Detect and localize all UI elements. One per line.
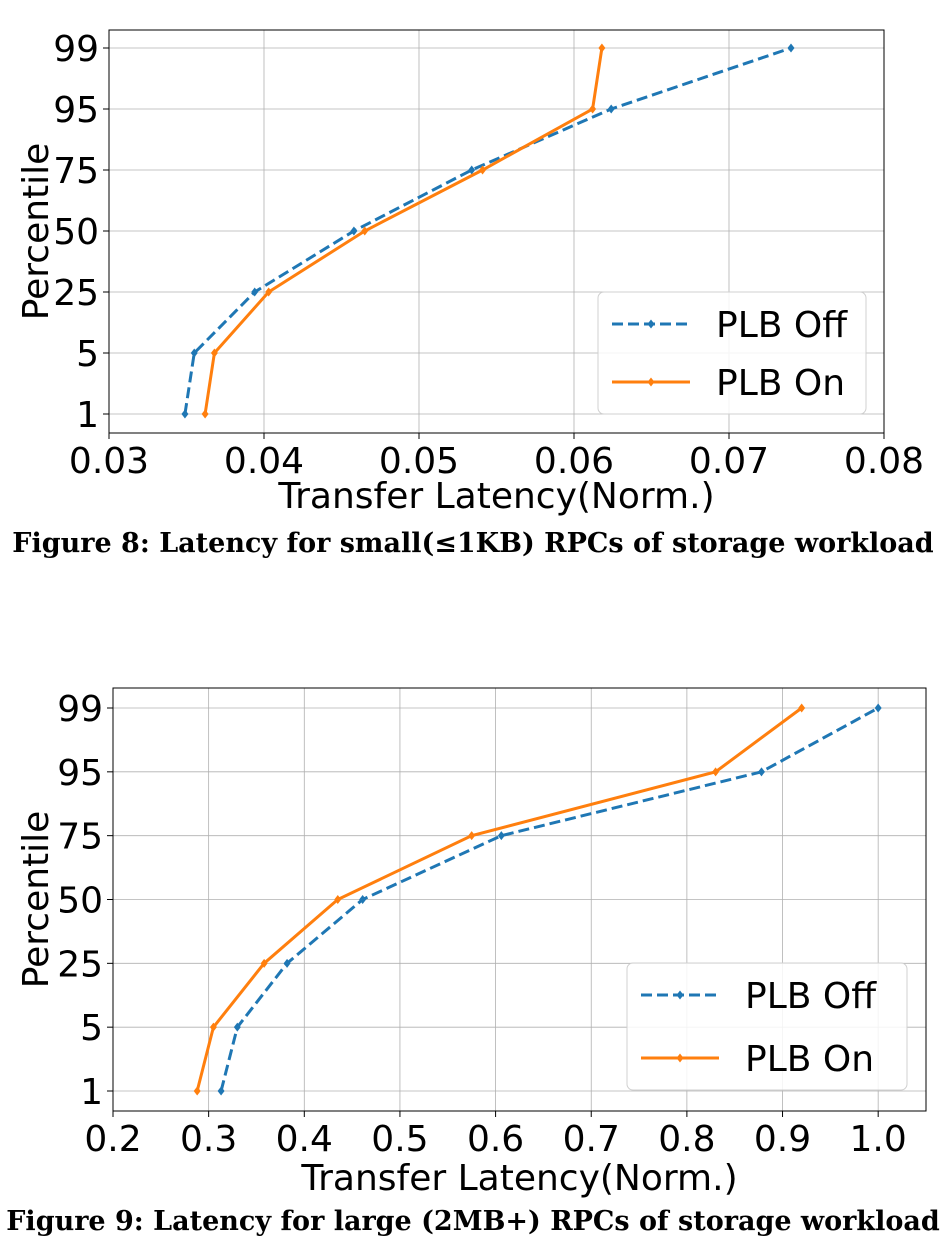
x-tick-label: 0.8 (658, 1119, 715, 1160)
legend-label: PLB On (745, 1039, 874, 1080)
legend-marker (647, 319, 655, 329)
data-point-plb-on (468, 831, 476, 841)
figure-8-caption: Figure 8: Latency for small(≤1KB) RPCs o… (12, 528, 934, 559)
data-point-plb-off (757, 767, 765, 777)
data-point-plb-off (497, 831, 505, 841)
legend-label: PLB On (716, 363, 845, 404)
y-tick-label: 75 (53, 151, 99, 192)
data-point-plb-on (193, 1086, 201, 1096)
data-point-plb-off (468, 165, 476, 175)
legend-label: PLB Off (716, 305, 848, 346)
data-point-plb-off (251, 287, 259, 297)
x-tick-label: 0.2 (84, 1119, 141, 1160)
data-point-plb-on (260, 958, 268, 968)
y-tick-label: 50 (53, 212, 99, 253)
data-point-plb-off (181, 409, 189, 419)
figure-9-caption: Figure 9: Latency for large (2MB+) RPCs … (6, 1206, 940, 1237)
data-point-plb-off (607, 104, 615, 114)
x-tick-label: 0.4 (276, 1119, 333, 1160)
y-tick-label: 1 (80, 1072, 103, 1113)
y-tick-label: 5 (76, 334, 99, 375)
x-tick-label: 0.04 (224, 441, 304, 482)
data-point-plb-on (361, 226, 369, 236)
chart-8: 0.03 0.04 0.05 0.06 0.07 0.08 1 5 25 50 75 95 99 Tran… (16, 29, 924, 517)
data-point-plb-on (589, 104, 597, 114)
data-point-plb-on (798, 703, 806, 713)
data-point-plb-on (598, 43, 606, 53)
data-point-plb-on (209, 1022, 217, 1032)
x-axis-label: Transfer Latency(Norm.) (277, 476, 714, 517)
y-axis-label: Percentile (16, 811, 57, 989)
y-tick-label: 50 (57, 881, 103, 922)
x-tick-label: 0.5 (371, 1119, 428, 1160)
x-tick-label: 0.7 (563, 1119, 620, 1160)
legend-marker (676, 1053, 684, 1063)
data-point-plb-off (233, 1022, 241, 1032)
data-point-plb-off (350, 226, 358, 236)
data-point-plb-on (265, 287, 273, 297)
y-tick-label: 95 (57, 753, 103, 794)
y-axis-label: Percentile (16, 143, 57, 321)
y-tick-label: 5 (80, 1008, 103, 1049)
y-tick-label: 99 (53, 29, 99, 70)
data-point-plb-on (479, 165, 487, 175)
legend-marker (647, 377, 655, 387)
x-axis-label: Transfer Latency(Norm.) (300, 1158, 737, 1199)
y-tick-label: 99 (57, 689, 103, 730)
y-tick-label: 75 (57, 817, 103, 858)
legend-label: PLB Off (745, 976, 877, 1017)
x-tick-label: 0.9 (754, 1119, 811, 1160)
y-tick-label: 95 (53, 90, 99, 131)
data-point-plb-off (283, 958, 291, 968)
data-point-plb-off (874, 703, 882, 713)
data-point-plb-off (787, 43, 795, 53)
data-point-plb-off (190, 348, 198, 358)
x-tick-label: 0.08 (844, 441, 924, 482)
x-tick-label: 0.3 (180, 1119, 237, 1160)
data-point-plb-off (217, 1086, 225, 1096)
x-tick-label: 1.0 (850, 1119, 907, 1160)
x-tick-label: 0.03 (69, 441, 149, 482)
data-point-plb-on (334, 895, 342, 904)
x-tick-label: 0.05 (379, 441, 459, 482)
y-tick-label: 25 (57, 944, 103, 985)
x-tick-label: 0.07 (689, 441, 769, 482)
x-tick-label: 0.6 (467, 1119, 524, 1160)
x-tick-label: 0.06 (534, 441, 614, 482)
data-point-plb-on (210, 348, 218, 358)
data-point-plb-off (359, 895, 367, 904)
y-tick-label: 1 (76, 395, 99, 436)
legend-marker (676, 990, 684, 1000)
data-point-plb-on (712, 767, 720, 777)
y-tick-label: 25 (53, 273, 99, 314)
chart-9: 0.2 0.3 0.4 0.5 0.6 0.7 0.8 0.9 1.0 1 5 25 50 75 95 99 T… (16, 687, 927, 1199)
data-point-plb-on (201, 409, 209, 419)
